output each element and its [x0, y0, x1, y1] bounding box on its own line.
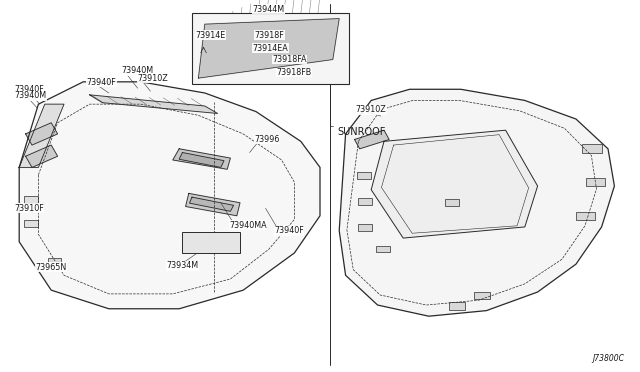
Text: 73940M: 73940M — [122, 66, 154, 75]
Polygon shape — [90, 95, 218, 113]
Bar — [291, 39, 308, 48]
Bar — [24, 220, 38, 227]
Bar — [358, 224, 372, 231]
Text: 73918FA: 73918FA — [272, 55, 307, 64]
Bar — [48, 258, 61, 265]
Polygon shape — [26, 145, 58, 167]
Text: 73940F: 73940F — [14, 85, 44, 94]
Text: SUNROOF: SUNROOF — [337, 127, 386, 137]
Text: 73940M: 73940M — [14, 92, 46, 100]
Bar — [182, 232, 240, 253]
Bar — [576, 212, 595, 220]
Text: 73934M: 73934M — [166, 262, 198, 270]
Bar — [296, 60, 312, 69]
Bar — [358, 198, 372, 205]
Bar — [376, 246, 390, 252]
Bar — [449, 302, 465, 310]
Polygon shape — [198, 19, 339, 78]
Polygon shape — [355, 130, 389, 149]
Bar — [445, 199, 459, 206]
Text: 73965N: 73965N — [35, 263, 67, 272]
Bar — [474, 292, 490, 299]
Text: 73940F: 73940F — [86, 78, 116, 87]
Polygon shape — [26, 123, 58, 145]
Bar — [194, 47, 208, 58]
Text: 73944M: 73944M — [253, 5, 285, 14]
Text: 73910Z: 73910Z — [356, 105, 387, 114]
Text: 73918FB: 73918FB — [276, 68, 312, 77]
Bar — [192, 13, 349, 84]
Polygon shape — [179, 153, 224, 167]
Polygon shape — [371, 130, 538, 238]
Polygon shape — [19, 104, 64, 167]
Text: 73914E: 73914E — [196, 31, 226, 40]
Polygon shape — [186, 193, 240, 216]
Bar — [357, 172, 371, 179]
Text: J73800C: J73800C — [592, 354, 624, 363]
Text: 73918F: 73918F — [255, 31, 284, 40]
Polygon shape — [339, 89, 614, 316]
Polygon shape — [189, 197, 234, 211]
Polygon shape — [19, 82, 320, 309]
Bar — [24, 196, 38, 203]
Text: 73910Z: 73910Z — [138, 74, 168, 83]
Text: 73914EA: 73914EA — [253, 44, 289, 53]
Text: 73940F: 73940F — [274, 226, 303, 235]
Bar — [582, 144, 602, 153]
Text: 73910F: 73910F — [14, 204, 44, 213]
Bar — [586, 178, 605, 186]
Text: 73940MA: 73940MA — [229, 221, 267, 230]
Text: 73996: 73996 — [255, 135, 280, 144]
Polygon shape — [173, 149, 230, 169]
